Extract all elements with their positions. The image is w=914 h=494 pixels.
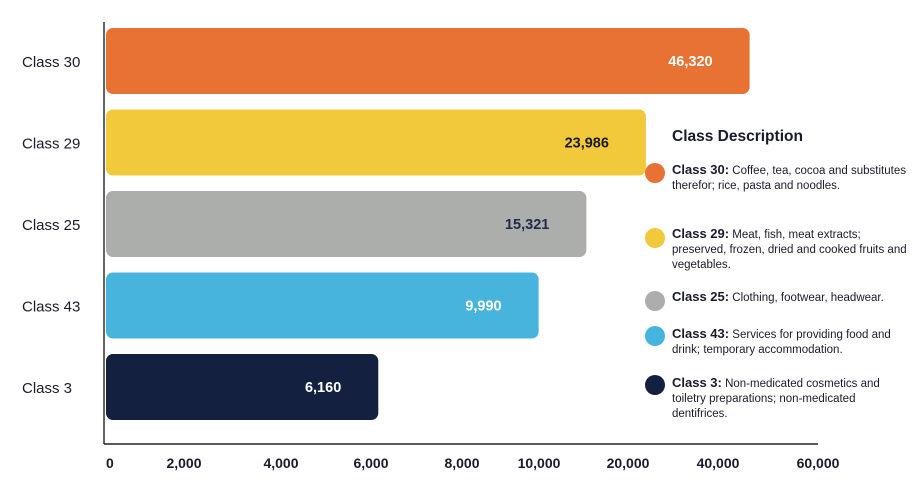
legend-swatch-class-29 [645,228,665,248]
bar [106,354,379,420]
x-tick-label: 2,000 [166,455,201,471]
legend-swatch-class-30 [645,163,665,183]
bar [106,191,587,257]
legend-class-description: Clothing, footwear, headwear. [732,292,884,304]
legend-class-label: Class 3: [672,375,722,390]
legend-title: Class Description [672,128,803,145]
bar [106,272,539,339]
bar-value-label: 23,986 [565,136,609,152]
y-category-label: Class 25 [22,217,80,234]
legend-class-description: Coffee, tea, cocoa and substitutes there… [672,165,906,192]
x-tick-label: 40,000 [697,455,740,471]
legend-class-label: Class 29: [672,226,730,241]
y-category-label: Class 30 [22,54,80,71]
legend-class-description: Non-medicated cosmetics and toiletry pre… [672,378,880,420]
bar [106,109,646,176]
x-tick-label: 60,000 [797,455,840,471]
legend-class-description: Services for providing food and drink; t… [672,329,891,356]
legend-class-description: Meat, fish, meat extracts; preserved, fr… [672,229,907,271]
legend-class-label: Class 43: [672,326,730,341]
x-tick-label: 0 [106,455,114,471]
bar-value-label: 46,320 [668,54,712,70]
legend-swatch-class-25 [645,291,665,311]
legend-swatch-class-43 [645,326,665,346]
x-tick-label: 20,000 [607,455,650,471]
legend-class-label: Class 25: [672,289,730,304]
x-tick-label: 4,000 [263,455,298,471]
y-category-label: Class 3 [22,380,72,397]
x-tick-label: 10,000 [518,455,561,471]
x-tick-label: 8,000 [444,455,479,471]
y-category-label: Class 43 [22,299,80,316]
x-tick-label: 6,000 [353,455,388,471]
y-category-label: Class 29 [22,136,80,153]
bar-value-label: 9,990 [465,299,501,315]
bar-value-label: 15,321 [505,217,549,233]
legend-swatch-class-3 [645,375,665,395]
bar-value-label: 6,160 [305,380,341,396]
legend-class-label: Class 30: [672,162,730,177]
bar [106,28,750,94]
